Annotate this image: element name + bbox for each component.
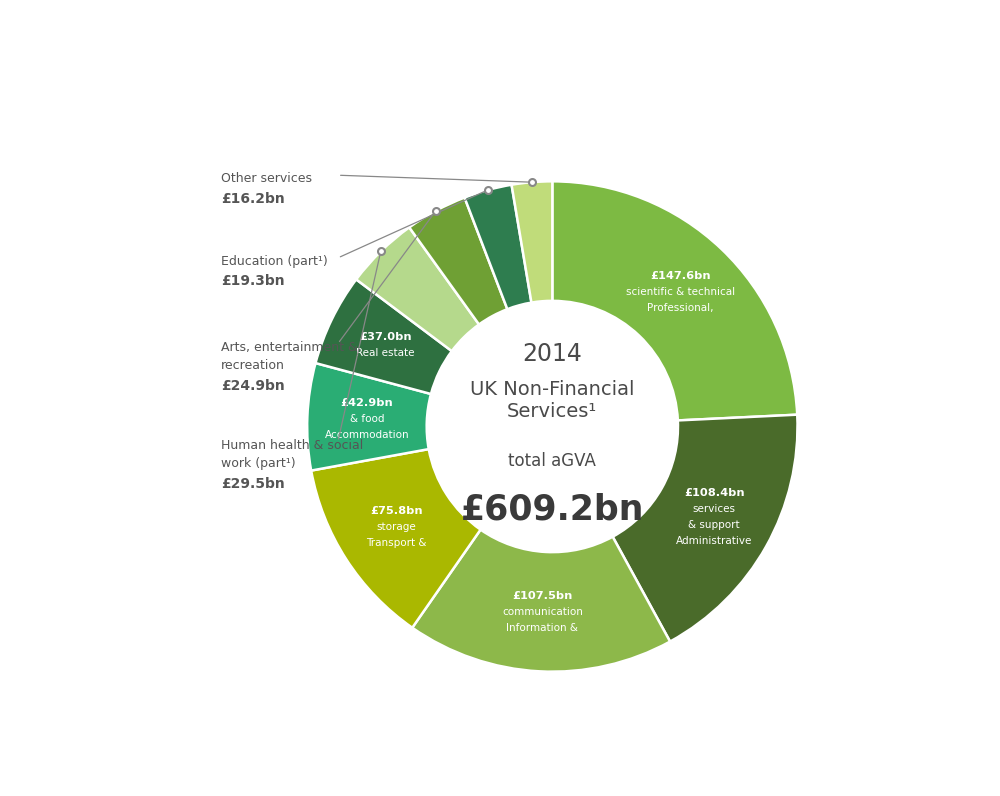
Text: £609.2bn: £609.2bn xyxy=(461,492,644,526)
Text: Education (part¹): Education (part¹) xyxy=(221,255,328,268)
Text: 2014: 2014 xyxy=(522,342,582,366)
Text: Professional,: Professional, xyxy=(647,303,713,313)
Text: £19.3bn: £19.3bn xyxy=(221,275,285,288)
Text: £42.9bn: £42.9bn xyxy=(341,398,393,408)
Wedge shape xyxy=(613,415,798,642)
Wedge shape xyxy=(412,529,670,672)
Text: Real estate: Real estate xyxy=(356,349,415,358)
Text: communication: communication xyxy=(502,607,583,617)
Text: UK Non-Financial
Services¹: UK Non-Financial Services¹ xyxy=(470,380,635,421)
Text: & support: & support xyxy=(688,520,740,530)
Wedge shape xyxy=(316,279,452,394)
Text: £37.0bn: £37.0bn xyxy=(359,333,412,342)
Wedge shape xyxy=(311,449,481,628)
Text: £108.4bn: £108.4bn xyxy=(684,488,744,498)
Text: services: services xyxy=(693,504,736,514)
Wedge shape xyxy=(307,363,431,470)
Wedge shape xyxy=(552,181,797,420)
Text: Administrative: Administrative xyxy=(676,536,752,546)
Text: £16.2bn: £16.2bn xyxy=(221,192,285,205)
Text: work (part¹): work (part¹) xyxy=(221,457,296,470)
Text: & food: & food xyxy=(350,414,384,424)
Text: Arts, entertainment &: Arts, entertainment & xyxy=(221,341,358,353)
Wedge shape xyxy=(356,228,479,351)
Text: storage: storage xyxy=(377,522,416,532)
Text: recreation: recreation xyxy=(221,359,285,372)
Wedge shape xyxy=(409,197,507,325)
Text: scientific & technical: scientific & technical xyxy=(626,287,735,297)
Wedge shape xyxy=(465,185,531,309)
Wedge shape xyxy=(512,181,552,302)
Text: Other services: Other services xyxy=(221,172,312,185)
Text: £29.5bn: £29.5bn xyxy=(221,477,285,491)
Text: £24.9bn: £24.9bn xyxy=(221,379,285,392)
Text: Accommodation: Accommodation xyxy=(325,430,409,440)
Text: Information &: Information & xyxy=(506,622,578,633)
Text: Transport &: Transport & xyxy=(366,538,427,548)
Text: Human health & social: Human health & social xyxy=(221,439,364,452)
Text: £147.6bn: £147.6bn xyxy=(650,271,711,281)
Text: £75.8bn: £75.8bn xyxy=(370,506,423,516)
Text: £107.5bn: £107.5bn xyxy=(512,591,573,601)
Text: total aGVA: total aGVA xyxy=(508,452,596,470)
